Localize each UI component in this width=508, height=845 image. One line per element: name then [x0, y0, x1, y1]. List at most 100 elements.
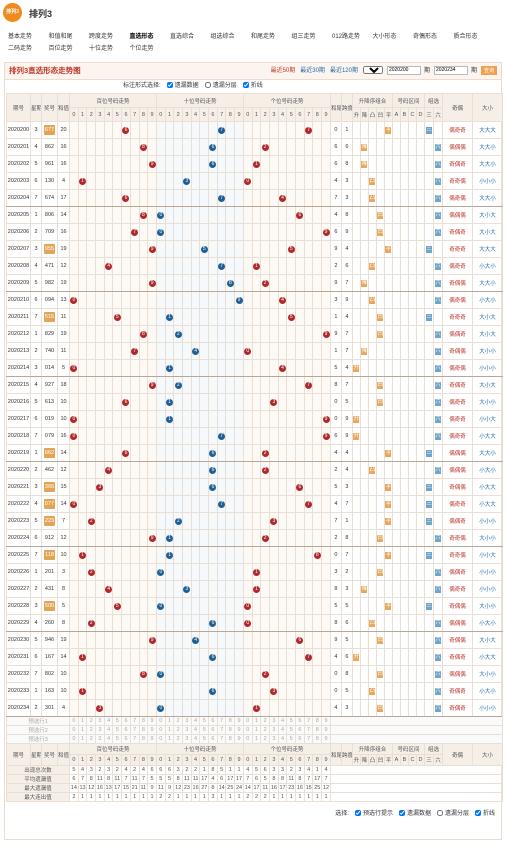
sum-cell: 16: [57, 427, 70, 445]
nav-tab[interactable]: 和尾走势: [251, 34, 276, 40]
ball: 0: [70, 415, 78, 423]
digit-cell: [112, 138, 123, 156]
nav-tab[interactable]: 大小形态: [372, 34, 397, 40]
preselect-digit: 2: [173, 725, 184, 735]
zone-cell: [407, 495, 417, 513]
digit-cell: [303, 444, 314, 462]
digit-cell: [234, 376, 244, 394]
digit-header: 7: [216, 754, 227, 766]
to-input[interactable]: [433, 65, 468, 75]
number: 201: [44, 567, 55, 577]
stat-cell: 4: [77, 765, 88, 775]
nav-tab[interactable]: 组选综合: [210, 34, 235, 40]
range-link[interactable]: 最近50期: [270, 68, 296, 74]
shape-cell: [359, 682, 369, 700]
nav-tab[interactable]: 直选形态: [129, 34, 154, 40]
preselect-digit: 9: [234, 716, 244, 726]
week-cell: 4: [30, 257, 42, 275]
stat-cell: 2: [164, 792, 175, 802]
stat-cell: 1: [234, 765, 244, 775]
number-digit: 5: [44, 603, 48, 609]
size-cell: 小小小: [471, 699, 503, 717]
nav-tab[interactable]: 直选综合: [170, 34, 195, 40]
digit-header: 7: [303, 107, 314, 122]
shape-cell: [367, 308, 377, 326]
issue-cell: 2020233: [6, 682, 31, 700]
span-cell: 4: [340, 444, 353, 462]
range-select[interactable]: [362, 66, 383, 75]
checkbox[interactable]: [436, 810, 443, 817]
size-cell: 小大小: [471, 291, 503, 309]
ball: 8: [139, 670, 147, 678]
preselect-digit: 0: [69, 725, 79, 735]
digit-cell: 5: [199, 240, 210, 258]
digit-cell: [164, 682, 175, 700]
digit-cell: [242, 155, 253, 173]
zone-cell: [399, 308, 409, 326]
preselect-digit: 2: [260, 716, 271, 726]
sum-cell: 12: [57, 461, 70, 479]
preselect-digit: 4: [190, 734, 201, 744]
size-cell: 大小大: [471, 631, 503, 649]
stat-cell: 16: [295, 783, 305, 793]
ball: 1: [79, 551, 86, 559]
nav-tab[interactable]: 基本走势: [8, 34, 33, 40]
group-cell: [423, 274, 434, 292]
digit-cell: [129, 631, 140, 649]
nav-tab[interactable]: 012路走势: [332, 34, 361, 40]
nav-tab[interactable]: 和值和尾: [48, 34, 73, 40]
parity-cell: 偶奇奇: [441, 121, 473, 139]
nav-tab[interactable]: 个位走势: [129, 46, 154, 52]
shape-cell: [383, 461, 393, 479]
nav-tab[interactable]: 质合形态: [453, 34, 478, 40]
preselect-digit: 2: [86, 716, 97, 726]
digit-cell: [234, 665, 244, 683]
digit-cell: [303, 597, 314, 615]
digit-cell: [199, 274, 210, 292]
digit-cell: [173, 172, 184, 190]
digit-cell: [251, 546, 262, 564]
group-cell: [423, 172, 434, 190]
digit-cell: [277, 257, 288, 275]
digit-header: 0: [156, 107, 166, 122]
nav-tab[interactable]: 十位走势: [89, 46, 114, 52]
range-link[interactable]: 最近120期: [329, 68, 358, 74]
checkbox[interactable]: [354, 810, 361, 817]
nav-tab[interactable]: 二码走势: [8, 46, 33, 52]
query-button[interactable]: 查询: [480, 65, 497, 75]
number-cell: 462: [41, 461, 58, 479]
number: 982: [44, 278, 55, 288]
parity-cell: 偶偶偶: [441, 461, 473, 479]
checkbox[interactable]: [166, 82, 173, 89]
tail-cell: 8: [329, 614, 342, 632]
nav-tab[interactable]: 跨度走势: [89, 34, 114, 40]
nav-tab[interactable]: 组三走势: [291, 34, 316, 40]
week-cell: 7: [30, 665, 42, 683]
digit-cell: [164, 699, 175, 717]
digit-cell: [69, 478, 79, 496]
group-header: 六: [432, 107, 443, 122]
shape-header: 平: [383, 107, 393, 122]
digit-cell: [295, 648, 305, 666]
from-input[interactable]: [386, 65, 421, 75]
shape-cell: [375, 155, 385, 173]
digit-header: 2: [173, 107, 184, 122]
range-link[interactable]: 最近30期: [300, 68, 325, 74]
checkbox[interactable]: [242, 82, 249, 89]
digit-cell: [208, 274, 218, 292]
nav-tab[interactable]: 奇偶形态: [413, 34, 438, 40]
nav-tab[interactable]: 百位走势: [48, 46, 73, 52]
digit-cell: [321, 393, 331, 411]
digit-cell: [208, 495, 218, 513]
group-cell: [423, 359, 434, 377]
checkbox[interactable]: [398, 810, 405, 817]
shape-header: 凹: [375, 107, 385, 122]
digit-cell: [129, 359, 140, 377]
ball: 1: [166, 534, 173, 542]
checkbox[interactable]: [474, 810, 481, 817]
checkbox[interactable]: [204, 82, 211, 89]
tail-cell: 6: [329, 223, 342, 241]
digit-cell: [156, 495, 166, 513]
shape-cell: [383, 257, 393, 275]
digit-cell: [269, 665, 279, 683]
